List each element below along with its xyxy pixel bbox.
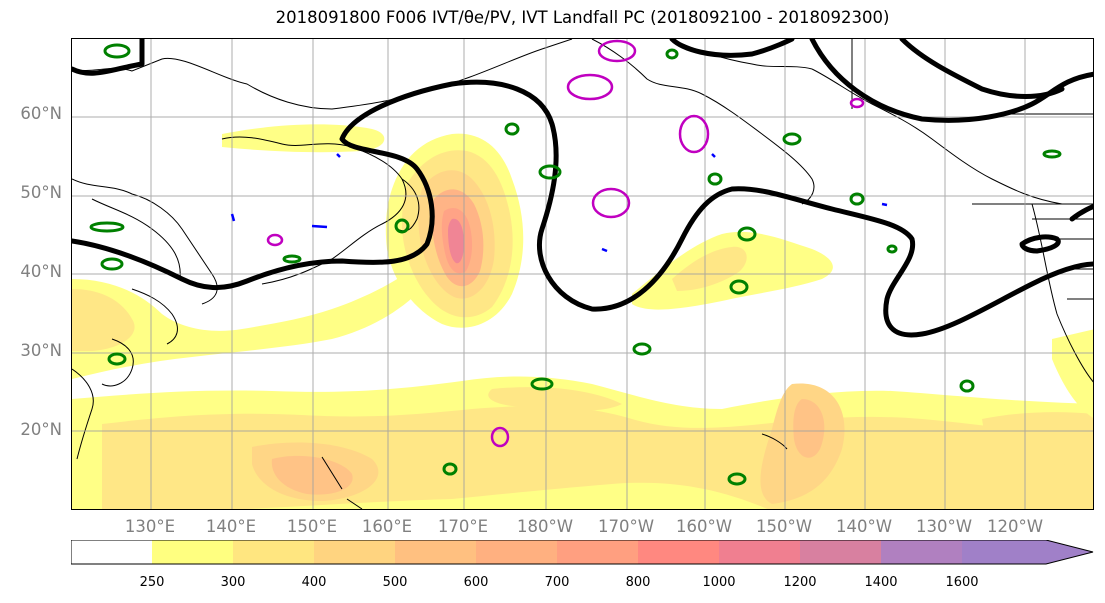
lon-label-150e: 150°E [286,517,338,536]
colorbar-swatch [71,540,152,564]
lon-label-150w: 150°W [755,517,813,536]
pv-green-contours [89,43,1062,486]
cbar-tick-400: 400 [301,575,327,590]
pv-blue-contours [230,153,888,253]
lon-label-140e: 140°E [205,517,257,536]
ivt-colorbar [71,540,1094,565]
colorbar-swatch [476,540,557,564]
map-panel [71,38,1094,510]
colorbar-swatch [638,540,719,564]
colorbar-swatch [314,540,395,564]
cbar-tick-1400: 1400 [864,575,898,590]
lon-label-170e: 170°E [437,517,489,536]
lon-label-180w: 180°W [516,517,574,536]
theta-e-contours [72,39,1093,338]
lon-label-120w: 120°W [986,517,1044,536]
cbar-tick-1600: 1600 [945,575,979,590]
lon-label-140w: 140°W [835,517,893,536]
colorbar-swatch [800,540,881,564]
colorbar-swatch [557,540,638,564]
pv-magenta-contours [266,39,865,448]
lon-label-160e: 160°E [361,517,413,536]
colorbar-swatch [233,540,314,564]
colorbar-swatches [71,540,1093,564]
cbar-tick-1200: 1200 [783,575,817,590]
lat-label-20n: 20°N [20,420,62,439]
cbar-tick-700: 700 [544,575,570,590]
colorbar-swatch [962,540,1093,564]
colorbar-swatch [152,540,233,564]
chart-title: 2018091800 F006 IVT/θe/PV, IVT Landfall … [275,8,890,27]
lon-label-160w: 160°W [675,517,733,536]
cbar-tick-250: 250 [139,575,165,590]
lon-label-130w: 130°W [915,517,973,536]
colorbar-swatch [881,540,962,564]
lat-label-30n: 30°N [20,341,62,360]
cbar-tick-1000: 1000 [702,575,736,590]
cbar-tick-300: 300 [220,575,246,590]
lon-label-170w: 170°W [597,517,655,536]
cbar-tick-500: 500 [382,575,408,590]
lat-label-60n: 60°N [20,104,62,123]
map-canvas [72,39,1093,509]
lon-label-130e: 130°E [124,517,176,536]
colorbar-swatch [719,540,800,564]
cbar-tick-600: 600 [463,575,489,590]
lat-label-40n: 40°N [20,262,62,281]
ivt-shading [72,124,1093,509]
cbar-tick-800: 800 [625,575,651,590]
coastlines [72,39,1093,509]
lat-label-50n: 50°N [20,183,62,202]
colorbar-swatch [395,540,476,564]
